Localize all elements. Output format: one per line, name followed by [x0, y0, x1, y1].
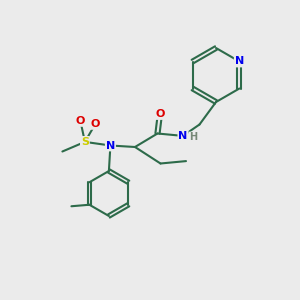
Text: N: N — [178, 131, 188, 141]
Text: N: N — [235, 56, 244, 67]
Text: O: O — [155, 109, 165, 119]
Text: O: O — [76, 116, 85, 126]
Text: H: H — [189, 132, 198, 142]
Text: N: N — [106, 140, 115, 151]
Text: S: S — [81, 137, 89, 147]
Text: O: O — [91, 119, 100, 129]
